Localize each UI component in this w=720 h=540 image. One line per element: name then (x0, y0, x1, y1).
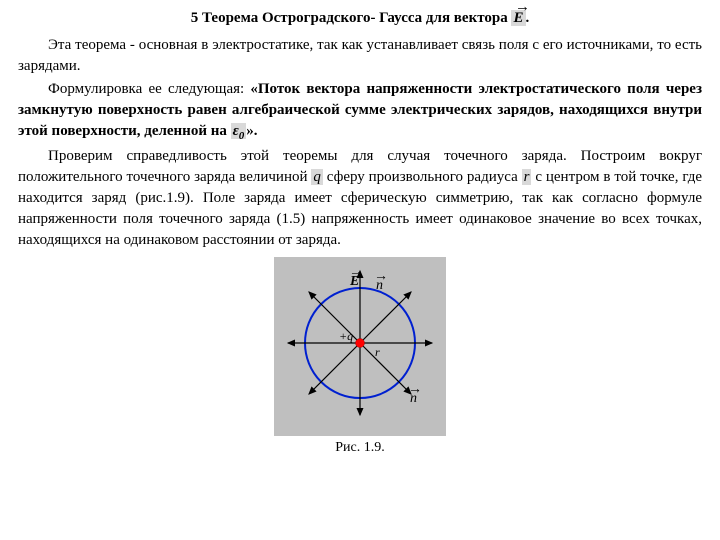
charge-dot (356, 339, 365, 348)
section-title: 5 Теорема Остроградского- Гаусса для век… (18, 8, 702, 29)
label-n2: n (410, 391, 417, 406)
r-symbol: r (522, 169, 532, 185)
figure-container: → E → n +q r → n Рис. 1.9. (18, 257, 702, 458)
p2-lead: Формулировка ее следующая: (48, 81, 250, 97)
title-prefix: 5 Теорема Остроградского- Гаусса для век… (191, 10, 512, 26)
label-r: r (375, 345, 380, 359)
label-q: +q (339, 329, 353, 343)
paragraph-1: Эта теорема - основная в электростатике,… (18, 35, 702, 77)
paragraph-3: Проверим справедливость этой теоремы для… (18, 146, 702, 251)
epsilon-symbol: ε0 (231, 123, 247, 139)
title-vector-E: →E (511, 10, 525, 26)
q-symbol: q (311, 169, 323, 185)
label-n1: n (376, 278, 383, 293)
label-E: E (349, 274, 359, 289)
figure-svg: → E → n +q r → n (280, 263, 440, 423)
p3b: сферу произвольного радиуса (323, 169, 522, 185)
paragraph-2: Формулировка ее следующая: «Поток вектор… (18, 79, 702, 144)
figure-box: → E → n +q r → n (274, 257, 446, 436)
figure-labels: → E → n +q r → n (339, 265, 422, 406)
p2-close: ». (246, 123, 257, 139)
figure-caption: Рис. 1.9. (18, 438, 702, 458)
